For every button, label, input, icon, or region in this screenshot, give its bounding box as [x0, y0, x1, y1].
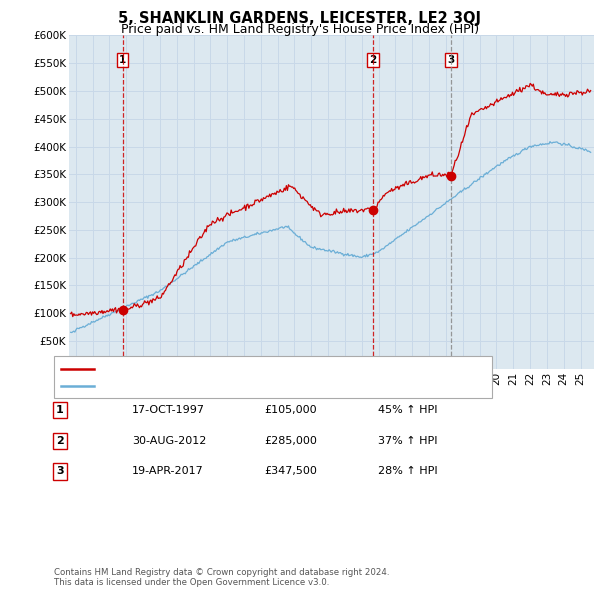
Text: 3: 3: [448, 55, 455, 65]
Text: 28% ↑ HPI: 28% ↑ HPI: [378, 467, 437, 476]
Text: £285,000: £285,000: [264, 436, 317, 445]
Text: 45% ↑ HPI: 45% ↑ HPI: [378, 405, 437, 415]
Text: £105,000: £105,000: [264, 405, 317, 415]
Text: 2: 2: [369, 55, 377, 65]
Text: HPI: Average price, detached house, Leicester: HPI: Average price, detached house, Leic…: [99, 381, 340, 391]
Text: Contains HM Land Registry data © Crown copyright and database right 2024.
This d: Contains HM Land Registry data © Crown c…: [54, 568, 389, 587]
Text: 5, SHANKLIN GARDENS, LEICESTER, LE2 3QJ (detached house): 5, SHANKLIN GARDENS, LEICESTER, LE2 3QJ …: [99, 363, 423, 373]
Text: Price paid vs. HM Land Registry's House Price Index (HPI): Price paid vs. HM Land Registry's House …: [121, 23, 479, 36]
Text: 2: 2: [56, 436, 64, 445]
Text: 30-AUG-2012: 30-AUG-2012: [132, 436, 206, 445]
Text: 3: 3: [56, 467, 64, 476]
Text: 1: 1: [119, 55, 127, 65]
Text: 37% ↑ HPI: 37% ↑ HPI: [378, 436, 437, 445]
Text: 5, SHANKLIN GARDENS, LEICESTER, LE2 3QJ: 5, SHANKLIN GARDENS, LEICESTER, LE2 3QJ: [119, 11, 482, 27]
Text: 17-OCT-1997: 17-OCT-1997: [132, 405, 205, 415]
Text: 19-APR-2017: 19-APR-2017: [132, 467, 204, 476]
Text: £347,500: £347,500: [264, 467, 317, 476]
Text: 1: 1: [56, 405, 64, 415]
